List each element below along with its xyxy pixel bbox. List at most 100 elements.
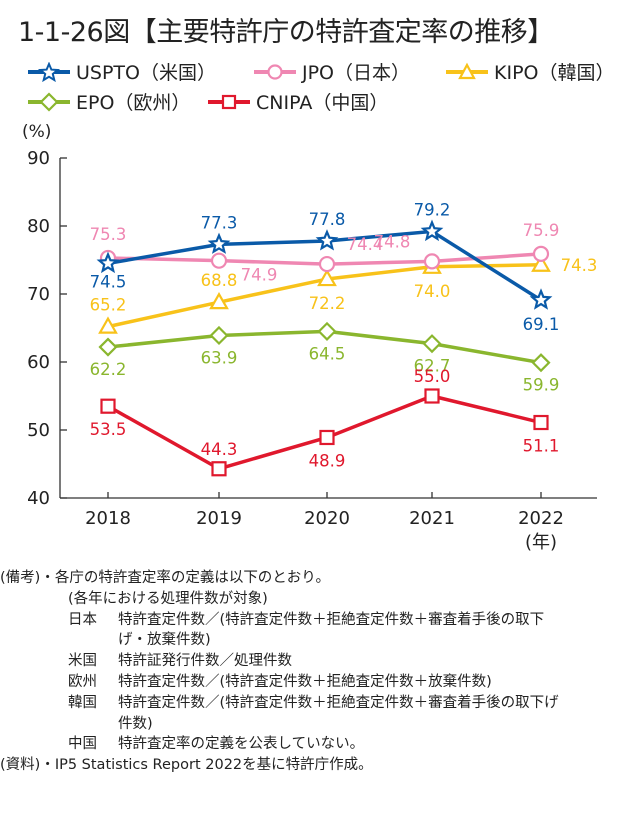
data-point-square — [319, 429, 335, 446]
x-tick-label: 2022 — [518, 508, 564, 529]
definition-row: 韓国 特許査定件数／(特許査定件数＋拒絶査定件数＋審査着手後の取下げ — [0, 693, 641, 714]
definition-text: 特許証発行件数／処理件数 — [118, 653, 292, 670]
definition-row: げ・放棄件数) — [0, 630, 641, 651]
y-tick-label: 40 — [27, 488, 50, 509]
data-label: 63.9 — [201, 348, 238, 367]
data-label: 59.9 — [523, 376, 560, 395]
data-point-diamond — [531, 353, 551, 373]
data-label: 48.9 — [309, 451, 346, 470]
y-tick-label: 60 — [27, 352, 50, 373]
legend-label: KIPO（韓国） — [494, 62, 615, 84]
definition-country: 米国 — [68, 653, 97, 670]
legend-item-epo: EPO（欧州） — [28, 88, 190, 115]
definition-row: 米国 特許証発行件数／処理件数 — [0, 651, 641, 672]
definition-text: げ・放棄件数) — [118, 632, 211, 649]
data-label: 74.8 — [374, 232, 411, 251]
data-label: 75.3 — [90, 225, 127, 244]
definition-text: 特許査定率の定義を公表していない。 — [118, 736, 365, 753]
x-tick-label: 2020 — [304, 508, 350, 529]
data-point-triangle — [531, 254, 551, 272]
definition-row: 日本 特許査定件数／(特許査定件数＋拒絶査定件数＋審査着手後の取下 — [0, 610, 641, 631]
square-marker-icon — [208, 94, 250, 109]
definition-text: 特許査定件数／(特許査定件数＋拒絶査定件数＋放棄件数) — [118, 673, 492, 690]
legend-item-jpo: JPO（日本） — [254, 58, 410, 85]
data-label: 62.2 — [90, 360, 127, 379]
data-label: 69.1 — [523, 315, 560, 334]
data-point-triangle — [98, 316, 118, 334]
data-point-triangle — [317, 268, 337, 287]
legend-item-cnipa: CNIPA（中国） — [208, 88, 388, 115]
legend-item-kipo: KIPO（韓国） — [446, 58, 614, 85]
legend-label: CNIPA（中国） — [256, 92, 389, 114]
definition-row: 欧州 特許査定件数／(特許査定件数＋拒絶査定件数＋放棄件数) — [0, 672, 641, 693]
data-point-square — [211, 461, 227, 477]
notes: (備考)・各庁の特許査定率の定義は以下のとおり。 (各年における処理件数が対象)… — [0, 568, 641, 776]
legend-label: EPO（欧州） — [76, 92, 191, 114]
remarks-scope: (各年における処理件数が対象) — [68, 590, 268, 607]
definition-text: 特許査定件数／(特許査定件数＋拒絶査定件数＋審査着手後の取下 — [118, 611, 545, 628]
data-label: 75.9 — [523, 221, 560, 240]
data-label: 74.4 — [347, 235, 384, 254]
data-label: 62.7 — [414, 357, 451, 376]
definition-row: 件数) — [0, 714, 641, 735]
figure-title: 1-1-26図【主要特許庁の特許査定率の推移】 — [18, 17, 554, 48]
data-point-square — [100, 398, 116, 414]
remarks-heading: (備考)・各庁の特許査定率の定義は以下のとおり。 — [0, 570, 331, 586]
data-label: 74.9 — [241, 266, 278, 285]
definition-text: 件数) — [118, 715, 153, 732]
line-chart: 40 50 60 70 80 90 (%) 2018 2019 2020 2021 2022 (年) 74… — [22, 122, 598, 553]
data-label: 64.5 — [309, 344, 346, 363]
data-point-diamond — [209, 325, 229, 346]
x-tick-label: 2019 — [196, 508, 242, 529]
source-note: (資料)・IP5 Statistics Report 2022を基に特許庁作成。 — [0, 757, 373, 774]
data-point-square — [533, 414, 549, 431]
triangle-marker-icon — [446, 62, 488, 79]
data-label: 65.2 — [90, 296, 127, 315]
x-tick-label: 2018 — [85, 508, 131, 529]
y-tick-label: 90 — [27, 148, 50, 169]
definition-country: 中国 — [68, 736, 97, 753]
legend-label: USPTO（米国） — [76, 62, 216, 84]
x-axis-label: (年) — [525, 532, 557, 553]
diamond-marker-icon — [28, 91, 70, 112]
data-point-diamond — [98, 337, 118, 357]
data-label: 44.3 — [201, 440, 238, 459]
data-label: 77.8 — [309, 210, 346, 229]
definition-text: 特許査定件数／(特許査定件数＋拒絶査定件数＋審査着手後の取下げ — [118, 694, 559, 711]
data-label: 55.0 — [414, 367, 451, 386]
data-label: 74.3 — [561, 256, 598, 275]
circle-marker-icon — [254, 63, 296, 80]
x-tick-label: 2021 — [409, 508, 455, 529]
data-point-circle — [210, 252, 228, 269]
data-point-circle — [318, 255, 336, 273]
data-point-star — [529, 288, 553, 310]
definitions-list: 日本 特許査定件数／(特許査定件数＋拒絶査定件数＋審査着手後の取下 げ・放棄件数) 米… — [0, 610, 641, 756]
data-point-diamond — [422, 334, 442, 354]
data-label: 74.0 — [414, 282, 451, 301]
data-point-square — [424, 388, 440, 404]
data-label: 72.2 — [309, 294, 346, 313]
definition-row: 中国 特許査定率の定義を公表していない。 — [0, 734, 641, 755]
data-point-star — [420, 219, 444, 242]
definition-country: 韓国 — [68, 694, 97, 711]
y-tick-label: 70 — [27, 284, 50, 305]
data-label: 77.3 — [201, 213, 238, 232]
definition-country: 欧州 — [68, 673, 97, 690]
data-point-circle — [423, 253, 441, 270]
star-marker-icon — [28, 61, 70, 82]
data-point-star — [315, 229, 339, 251]
data-label: 53.5 — [90, 420, 127, 439]
legend-item-uspto: USPTO（米国） — [28, 58, 216, 85]
definition-country: 日本 — [68, 611, 97, 628]
data-label: 51.1 — [523, 437, 560, 456]
data-label: 68.8 — [201, 271, 238, 290]
data-label: 79.2 — [414, 200, 451, 219]
data-label: 74.5 — [90, 272, 127, 291]
data-point-star — [207, 232, 231, 254]
data-point-diamond — [317, 321, 337, 341]
data-point-star — [96, 251, 120, 274]
data-point-triangle — [209, 291, 229, 310]
legend-label: JPO（日本） — [302, 62, 411, 84]
data-point-circle — [532, 245, 550, 262]
y-tick-label: 50 — [27, 420, 50, 441]
